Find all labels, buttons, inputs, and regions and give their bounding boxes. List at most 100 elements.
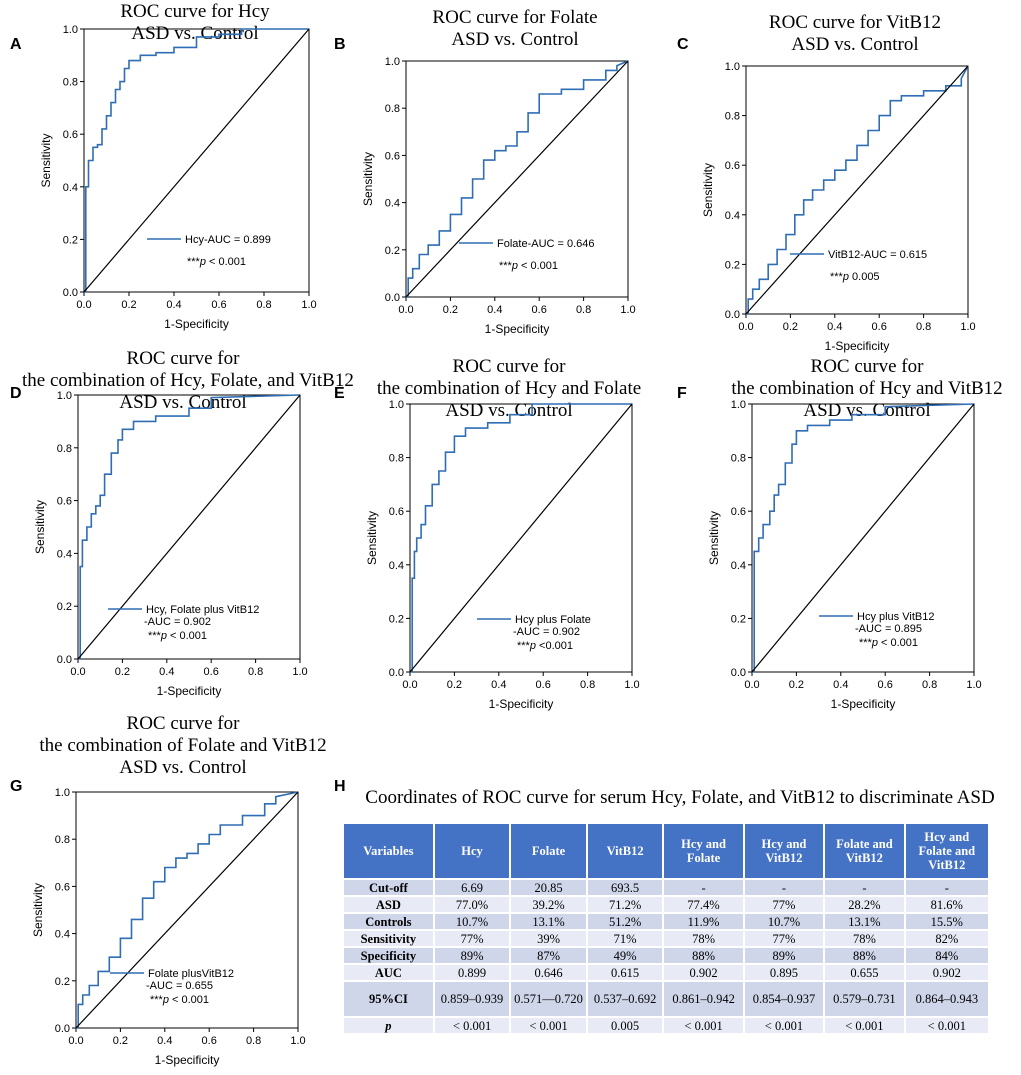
chart-title-line: ROC curve for: [126, 348, 240, 369]
x-tick-label: 1.0: [292, 666, 307, 678]
legend-label: Hcy plus VitB12: [857, 611, 934, 623]
table-cell: 49%: [585, 946, 665, 965]
chart-title-line: the combination of Folate and VitB12: [39, 735, 327, 756]
legend-label: Hcy plus Folate: [515, 614, 591, 626]
roc-coordinates-table: Variables Hcy Folate VitB12 Hcy and Fola…: [342, 822, 991, 1035]
y-tick-label: 0.8: [63, 77, 78, 89]
table-cell: 0.859–0.939: [432, 980, 512, 1018]
x-tick-label: 0.2: [121, 299, 136, 311]
x-axis-label: 1-Specificity: [164, 317, 229, 331]
p-value-annotation: ***p < 0.001: [499, 260, 558, 272]
table-cell: 0.537–0.692: [585, 980, 665, 1018]
legend-label-line2: -AUC = 0.902: [513, 626, 580, 638]
x-tick-label: 0.8: [580, 679, 595, 691]
chart-title: ROC curve for the combination of Hcy and…: [722, 356, 1012, 422]
y-tick-label: 0.2: [725, 259, 740, 271]
table-cell: 20.85: [509, 878, 588, 897]
x-tick-label: 0.0: [76, 299, 91, 311]
x-tick-label: 0.0: [70, 666, 85, 678]
y-axis-label: Sensitivity: [707, 511, 721, 565]
table-cell: 13.1%: [823, 912, 906, 931]
chart-title-line: ASD vs. Control: [451, 29, 579, 50]
roc-chart-hcy-vitb12: 0.0 0.2 0.4 0.6 0.8 1.0 0.0 0.2 0.4 0.6 0.8 1.0 1-Sp…: [707, 399, 982, 711]
y-tick-label: 0.6: [389, 506, 404, 518]
legend-label: VitB12-AUC = 0.615: [828, 249, 927, 261]
y-tick-label: 0.4: [63, 182, 78, 194]
table-cell: 71%: [585, 929, 665, 948]
x-tick-label: 0.2: [113, 1035, 128, 1047]
y-tick-label: 0.4: [725, 210, 740, 222]
row-label: Controls: [342, 912, 435, 931]
y-tick-label: 1.0: [389, 399, 404, 411]
y-tick-label: 0.0: [57, 654, 72, 666]
roc-curve-line: [406, 60, 629, 298]
x-tick-label: 0.4: [833, 679, 848, 691]
x-tick-label: 0.8: [248, 666, 263, 678]
legend-label: Folate-AUC = 0.646: [497, 238, 595, 250]
chart-title-line: the combination of Hcy and Folate: [376, 378, 642, 399]
table-row: AUC 0.899 0.646 0.615 0.902 0.895 0.655 …: [342, 963, 991, 982]
x-tick-label: 0.0: [744, 679, 759, 691]
table-cell: 0.579–0.731: [823, 980, 906, 1018]
y-tick-label: 0.6: [725, 160, 740, 172]
y-tick-label: 0.4: [385, 198, 400, 210]
roc-curve-line: [746, 65, 969, 315]
table-cell: 77%: [432, 929, 512, 948]
table-cell: 0.902: [662, 963, 745, 982]
y-tick-label: 0.2: [389, 613, 404, 625]
table-cell: < 0.001: [823, 1016, 906, 1035]
y-axis-label: Sensitivity: [31, 883, 45, 937]
panel-label: D: [10, 385, 22, 402]
chart-title-line: ASD vs. Control: [119, 757, 247, 778]
table-cell: -: [823, 878, 906, 897]
chart-title: ROC curve for the combination of Hcy and…: [340, 356, 678, 422]
table-cell: 10.7%: [742, 912, 826, 931]
chart-title-line: ROC curve for Hcy: [120, 1, 270, 22]
chart-title-line: ASD vs. Control: [803, 400, 931, 421]
x-tick-label: 0.6: [536, 679, 551, 691]
y-tick-label: 0.8: [55, 834, 70, 846]
panel-label: G: [10, 778, 23, 795]
table-row: Controls 10.7% 13.1% 51.2% 11.9% 10.7% 1…: [342, 912, 991, 931]
table-cell: 87%: [509, 946, 588, 965]
plot-frame: [405, 60, 629, 298]
table-cell: 71.2%: [585, 895, 665, 914]
table-cell: 51.2%: [585, 912, 665, 931]
table-cell: 39%: [509, 929, 588, 948]
chart-title: ROC curve for the combination of Hcy, Fo…: [22, 348, 354, 414]
legend-label-line2: -AUC = 0.902: [144, 616, 211, 628]
chart-title-line: ROC curve for VitB12: [768, 12, 942, 33]
x-axis-label: 1-Specificity: [489, 697, 554, 711]
y-tick-label: 1.0: [57, 390, 72, 402]
table-cell: 0.854–0.937: [742, 980, 826, 1018]
table-cell: 28.2%: [823, 895, 906, 914]
table-header: Hcy: [432, 822, 512, 880]
roc-chart-hcy-folate-vitb12: 0.0 0.2 0.4 0.6 0.8 1.0 0.0 0.2 0.4 0.6 0.8 1.0 1-Sp…: [33, 390, 308, 698]
y-axis-label: Sensitivity: [39, 133, 53, 187]
table-cell: 77%: [742, 895, 826, 914]
panel-label: B: [334, 36, 346, 53]
panel-label: H: [334, 778, 346, 795]
y-tick-label: 0.4: [389, 560, 404, 572]
roc-chart-folate-vitb12: 0.0 0.2 0.4 0.6 0.8 1.0 0.0 0.2 0.4 0.6 0.8 1.0 1-Sp…: [31, 787, 306, 1067]
y-tick-label: 0.2: [63, 234, 78, 246]
table-cell: 693.5: [585, 878, 665, 897]
table-cell: 39.2%: [509, 895, 588, 914]
y-tick-label: 1.0: [385, 56, 400, 68]
table-cell: 77.0%: [432, 895, 512, 914]
table-header-row: Variables Hcy Folate VitB12 Hcy and Fola…: [342, 822, 991, 880]
table-cell: 0.646: [509, 963, 588, 982]
legend-label-line2: -AUC = 0.895: [855, 623, 922, 635]
y-tick-label: 0.2: [731, 613, 746, 625]
table-row: Specificity 89% 87% 49% 88% 89% 88% 84%: [342, 946, 991, 965]
y-tick-label: 0.6: [57, 496, 72, 508]
table-title: Coordinates of ROC curve for serum Hcy, …: [365, 787, 995, 808]
x-tick-label: 0.2: [783, 321, 798, 333]
chart-title-line: ASD vs. Control: [131, 23, 259, 44]
p-value-annotation: ***p < 0.001: [187, 256, 246, 268]
chart-title-line: the combination of Hcy, Folate, and VitB…: [22, 370, 354, 391]
x-tick-label: 0.6: [211, 299, 226, 311]
table-cell: 11.9%: [662, 912, 745, 931]
legend-label: Folate plusVitB12: [148, 968, 234, 980]
row-label: p: [342, 1016, 435, 1035]
